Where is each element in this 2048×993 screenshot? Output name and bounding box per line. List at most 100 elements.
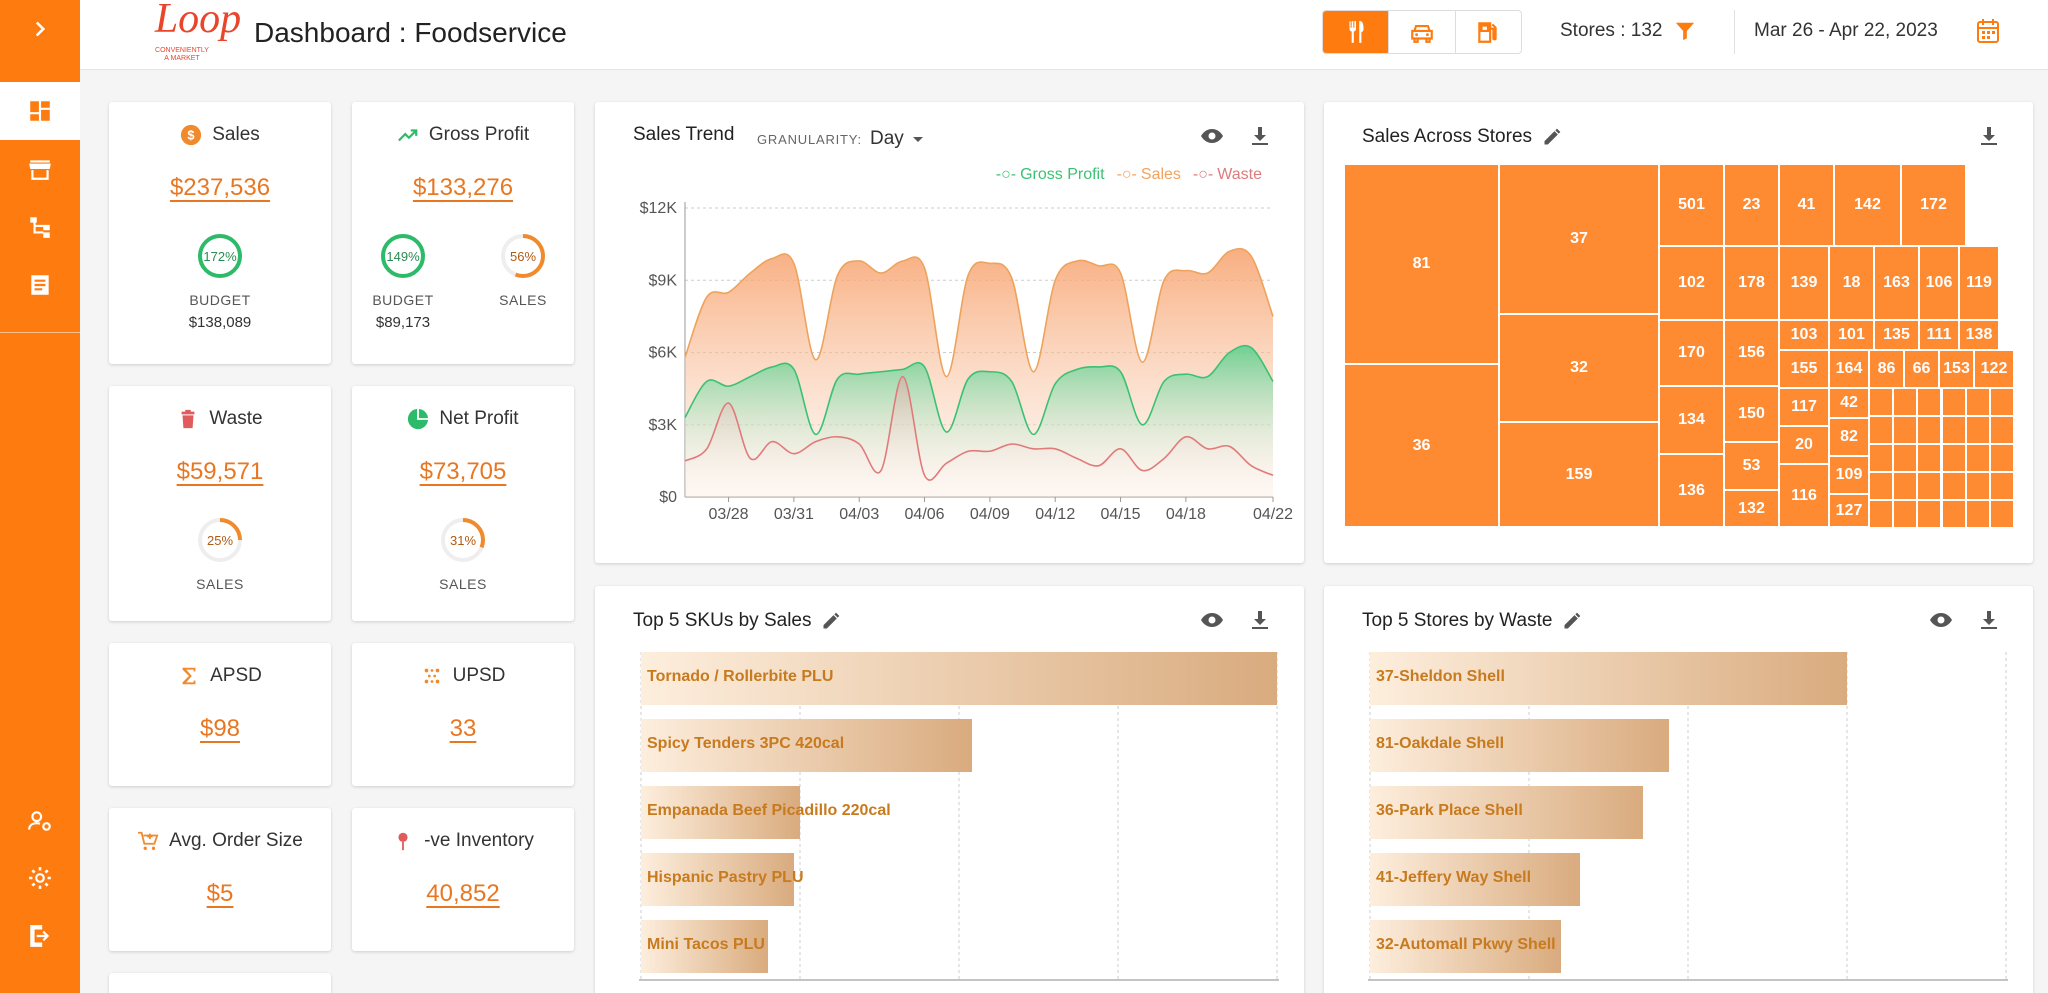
sidebar-item-reports[interactable] — [0, 256, 80, 314]
treemap-cell-small[interactable] — [1869, 472, 1894, 500]
bar[interactable] — [641, 786, 800, 839]
sidebar-item-logout[interactable] — [0, 907, 80, 965]
edit-icon[interactable] — [1562, 611, 1582, 631]
mode-foodservice-button[interactable] — [1323, 11, 1390, 53]
treemap-cell[interactable]: 20 — [1779, 426, 1829, 464]
treemap-cell[interactable]: 82 — [1829, 418, 1869, 456]
eye-icon[interactable] — [1200, 608, 1224, 632]
treemap-cell-small[interactable] — [1893, 444, 1918, 472]
sidebar-item-store[interactable] — [0, 140, 80, 198]
granularity-select[interactable]: GRANULARITY: Day — [757, 128, 924, 150]
treemap-cell[interactable]: 101 — [1829, 320, 1874, 350]
expand-sidebar-button[interactable] — [0, 0, 80, 58]
avg-order-kpi-card[interactable]: Avg. Order Size $5 — [109, 808, 331, 951]
treemap-cell[interactable]: 172 — [1901, 164, 1966, 246]
treemap-cell-small[interactable] — [1893, 472, 1918, 500]
sidebar-item-settings[interactable] — [0, 849, 80, 907]
treemap-cell[interactable]: 122 — [1974, 350, 2014, 388]
net-profit-kpi-card[interactable]: Net Profit $73,705 31% SALES — [352, 386, 574, 621]
treemap-cell-small[interactable] — [1869, 500, 1894, 528]
kpi-value[interactable]: $73,705 — [419, 458, 507, 485]
treemap-cell[interactable]: 150 — [1724, 386, 1779, 442]
treemap-cell-small[interactable] — [1989, 472, 2014, 500]
treemap-cell-small[interactable] — [1989, 388, 2014, 416]
treemap-cell[interactable]: 66 — [1904, 350, 1939, 388]
date-range[interactable]: Mar 26 - Apr 22, 2023 — [1754, 20, 1938, 41]
download-icon[interactable] — [1248, 124, 1272, 148]
treemap-cell[interactable]: 139 — [1779, 246, 1829, 320]
sidebar-item-dashboard[interactable] — [0, 82, 80, 140]
treemap-cell[interactable]: 170 — [1659, 320, 1724, 386]
treemap-cell-small[interactable] — [1965, 388, 1990, 416]
treemap-cell-small[interactable] — [1917, 416, 1942, 444]
treemap-cell[interactable]: 111 — [1919, 320, 1959, 350]
treemap-cell[interactable]: 127 — [1829, 494, 1869, 527]
treemap-cell-small[interactable] — [1917, 388, 1942, 416]
legend-sales[interactable]: -○- Sales — [1116, 166, 1181, 183]
bar[interactable] — [1370, 786, 1644, 839]
treemap-cell[interactable]: 36 — [1344, 364, 1499, 527]
download-icon[interactable] — [1248, 608, 1272, 632]
kpi-value[interactable]: $237,536 — [169, 174, 271, 201]
treemap-cell[interactable]: 132 — [1724, 490, 1779, 527]
download-icon[interactable] — [1977, 124, 2001, 148]
treemap-cell[interactable]: 136 — [1659, 454, 1724, 527]
treemap-cell[interactable]: 117 — [1779, 388, 1829, 426]
bar[interactable] — [1370, 853, 1580, 906]
treemap-cell-small[interactable] — [1869, 416, 1894, 444]
treemap-cell[interactable]: 81 — [1344, 164, 1499, 364]
kpi-card-partial[interactable] — [109, 973, 331, 993]
treemap-cell[interactable]: 134 — [1659, 386, 1724, 454]
treemap-cell[interactable]: 119 — [1959, 246, 1999, 320]
treemap-cell[interactable]: 18 — [1829, 246, 1874, 320]
treemap-cell[interactable]: 138 — [1959, 320, 1999, 350]
eye-icon[interactable] — [1200, 124, 1224, 148]
gross-profit-kpi-card[interactable]: Gross Profit $133,276 149% BUDGET $89,173 5… — [352, 102, 574, 364]
treemap-cell-small[interactable] — [1941, 444, 1966, 472]
treemap-cell[interactable]: 109 — [1829, 456, 1869, 494]
treemap-cell-small[interactable] — [1917, 500, 1942, 528]
loop-logo[interactable]: Loop CONVENIENTLY A MARKET — [116, 0, 266, 66]
edit-icon[interactable] — [1542, 127, 1562, 147]
treemap-cell-small[interactable] — [1941, 388, 1966, 416]
treemap-cell-small[interactable] — [1917, 444, 1942, 472]
edit-icon[interactable] — [821, 611, 841, 631]
kpi-value[interactable]: 40,852 — [426, 880, 500, 907]
treemap-cell[interactable]: 163 — [1874, 246, 1919, 320]
kpi-value[interactable]: 33 — [449, 715, 477, 742]
treemap-cell[interactable]: 135 — [1874, 320, 1919, 350]
kpi-value[interactable]: $5 — [206, 880, 234, 907]
mode-fuel-button[interactable] — [1456, 11, 1521, 53]
treemap-cell-small[interactable] — [1965, 500, 1990, 528]
stores-filter[interactable]: Stores : 132 — [1560, 20, 1696, 42]
legend-gross-profit[interactable]: -○- Gross Profit — [995, 166, 1105, 183]
treemap-cell-small[interactable] — [1893, 388, 1918, 416]
bar[interactable] — [641, 719, 972, 772]
treemap-cell[interactable]: 178 — [1724, 246, 1779, 320]
treemap-cell[interactable]: 102 — [1659, 246, 1724, 320]
treemap-cell[interactable]: 155 — [1779, 350, 1829, 388]
treemap-cell[interactable]: 153 — [1939, 350, 1974, 388]
sidebar-item-hierarchy[interactable] — [0, 198, 80, 256]
treemap-cell-small[interactable] — [1941, 500, 1966, 528]
sidebar-item-user-settings[interactable] — [0, 792, 80, 850]
treemap-cell-small[interactable] — [1893, 500, 1918, 528]
treemap-cell-small[interactable] — [1893, 416, 1918, 444]
bar[interactable] — [641, 853, 794, 906]
kpi-value[interactable]: $98 — [199, 715, 241, 742]
treemap-cell[interactable]: 42 — [1829, 388, 1869, 418]
sales-kpi-card[interactable]: $ Sales $237,536 172% BUDGET $138,089 — [109, 102, 331, 364]
treemap-cell-small[interactable] — [1989, 500, 2014, 528]
treemap-cell-small[interactable] — [1941, 472, 1966, 500]
waste-kpi-card[interactable]: Waste $59,571 25% SALES — [109, 386, 331, 621]
bar[interactable] — [641, 920, 769, 973]
treemap-cell-small[interactable] — [1941, 416, 1966, 444]
filter-icon[interactable] — [1674, 20, 1696, 42]
treemap-cell[interactable]: 23 — [1724, 164, 1779, 246]
upsd-kpi-card[interactable]: UPSD 33 — [352, 643, 574, 786]
eye-icon[interactable] — [1929, 608, 1953, 632]
bar[interactable] — [1370, 920, 1561, 973]
treemap-cell-small[interactable] — [1965, 472, 1990, 500]
kpi-value[interactable]: $133,276 — [412, 174, 514, 201]
treemap-cell[interactable]: 32 — [1499, 314, 1659, 422]
